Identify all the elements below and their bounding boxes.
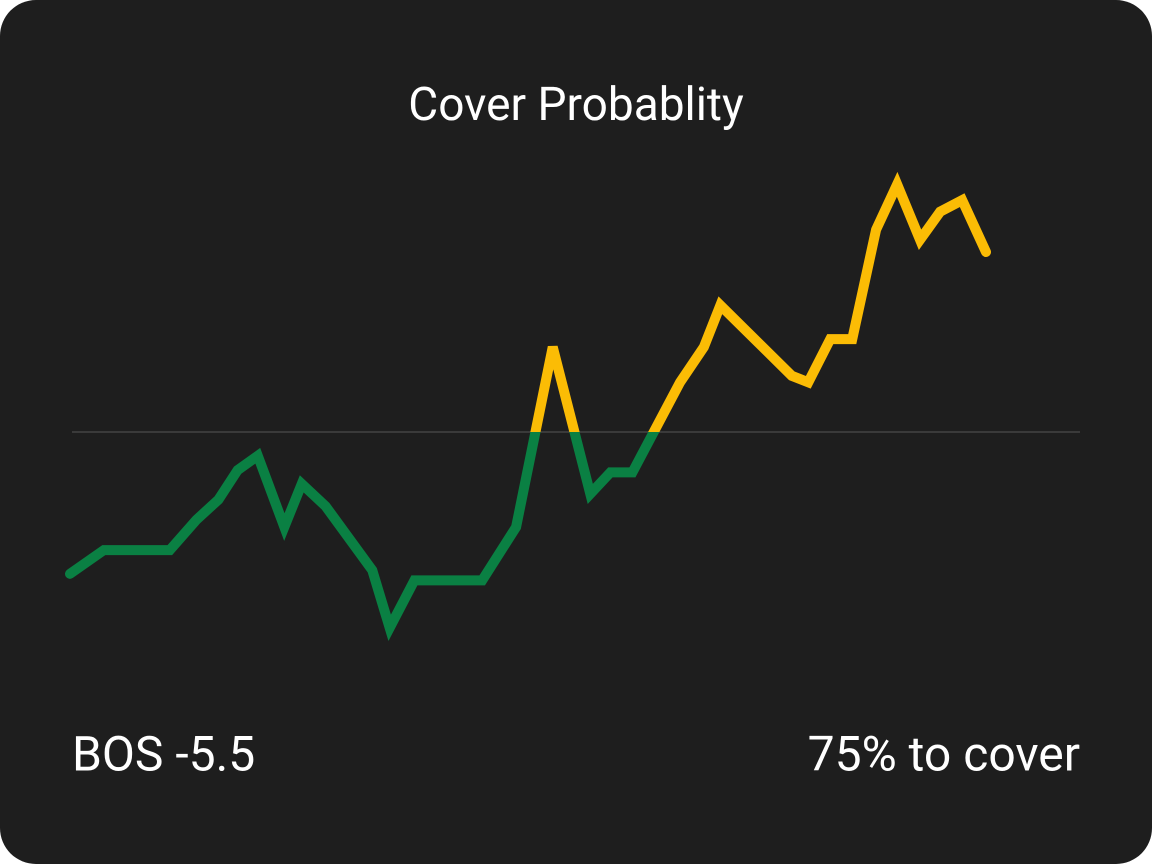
line-above: [530, 171, 991, 432]
chart-title: Cover Probablity: [408, 78, 744, 132]
line-below: [65, 432, 660, 642]
spread-label: BOS -5.5: [72, 726, 255, 783]
cover-label: 75% to cover: [808, 726, 1080, 783]
